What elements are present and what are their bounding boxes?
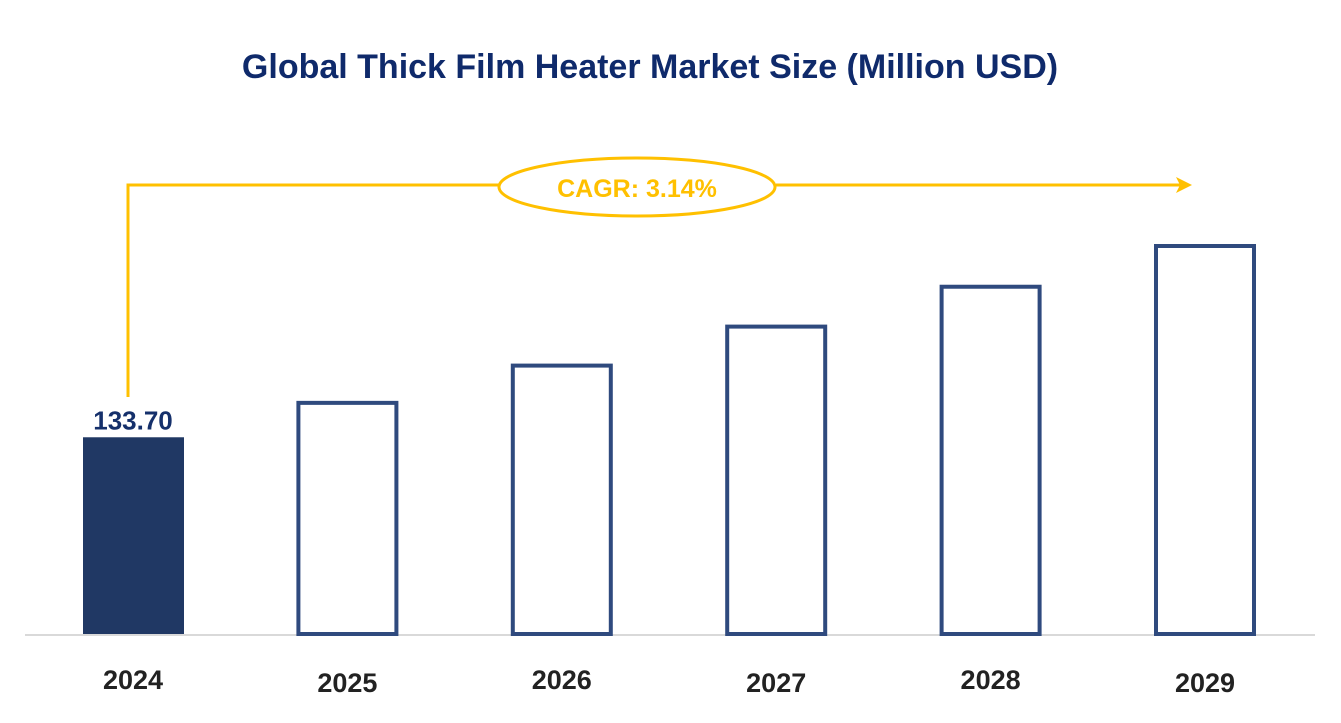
bar-2025 (296, 400, 399, 636)
bar-2029 (1154, 244, 1256, 636)
chart-title: Global Thick Film Heater Market Size (Mi… (242, 48, 1058, 86)
cagr-line-left (126, 183, 500, 397)
bar-2026 (510, 363, 613, 636)
bar-2024 (83, 437, 184, 634)
x-tick-label-2025: 2025 (317, 668, 377, 698)
bar-2027 (725, 324, 828, 636)
cagr-ellipse (497, 156, 777, 218)
x-tick-label-2024: 2024 (103, 665, 163, 695)
cagr-label: CAGR: 3.14% (557, 175, 717, 203)
data-label-2024: 133.70 (93, 405, 173, 435)
cagr-arrow-icon (1176, 177, 1192, 193)
x-tick-label-2026: 2026 (532, 665, 592, 695)
x-tick-label-2027: 2027 (746, 668, 806, 698)
bar-2028 (939, 284, 1042, 636)
x-tick-label-2028: 2028 (961, 665, 1021, 695)
x-tick-label-2029: 2029 (1175, 668, 1235, 698)
